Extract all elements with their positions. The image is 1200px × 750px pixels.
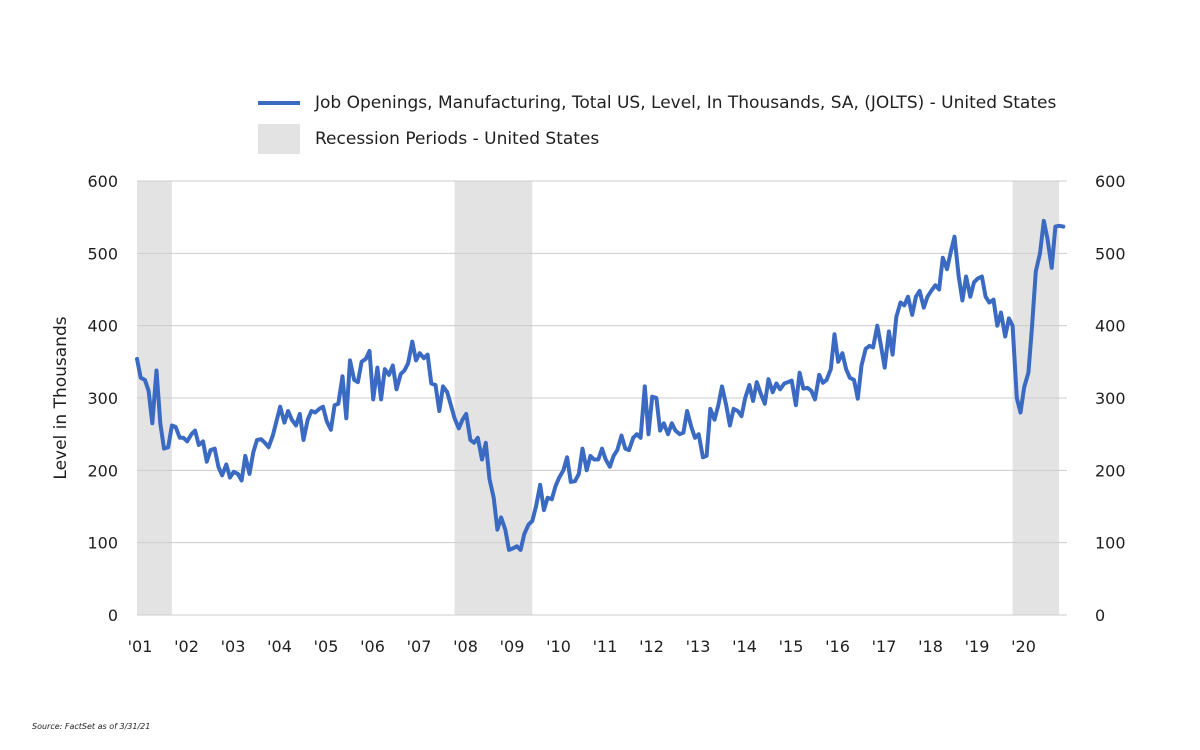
- y-tick-left-400: 400: [87, 317, 118, 336]
- x-tick-10: '11: [593, 637, 618, 656]
- x-tick-7: '08: [453, 637, 478, 656]
- y-axis-right: 0 100 200 300 400 500 600: [1095, 172, 1126, 625]
- legend-series-label: Job Openings, Manufacturing, Total US, L…: [315, 93, 1057, 113]
- x-tick-8: '09: [500, 637, 525, 656]
- x-tick-1: '02: [174, 637, 199, 656]
- legend: Job Openings, Manufacturing, Total US, L…: [258, 88, 1056, 160]
- gridlines: [137, 180, 1067, 616]
- y-tick-right-300: 300: [1095, 389, 1126, 408]
- legend-recession-swatch: [258, 124, 300, 154]
- x-tick-19: '20: [1011, 637, 1036, 656]
- x-tick-13: '14: [732, 637, 757, 656]
- x-tick-17: '18: [918, 637, 943, 656]
- x-tick-11: '12: [639, 637, 664, 656]
- x-tick-0: '01: [128, 637, 153, 656]
- y-tick-right-0: 0: [1095, 606, 1105, 625]
- x-tick-14: '15: [779, 637, 804, 656]
- y-tick-left-0: 0: [108, 606, 118, 625]
- legend-item-series: Job Openings, Manufacturing, Total US, L…: [258, 88, 1056, 118]
- x-tick-15: '16: [825, 637, 850, 656]
- y-tick-right-200: 200: [1095, 461, 1126, 480]
- x-tick-5: '06: [360, 637, 385, 656]
- source-note: Source: FactSet as of 3/31/21: [32, 722, 151, 731]
- y-axis-title: Level in Thousands: [51, 316, 71, 479]
- x-axis: '01 '02 '03 '04 '05 '06 '07 '08 '09 '10 '11 '12 '13 '…: [128, 637, 1036, 656]
- y-tick-left-600: 600: [87, 172, 118, 191]
- legend-item-recession: Recession Periods - United States: [258, 124, 1056, 154]
- x-tick-2: '03: [221, 637, 246, 656]
- y-tick-left-200: 200: [87, 461, 118, 480]
- x-tick-18: '19: [965, 637, 990, 656]
- y-tick-left-300: 300: [87, 389, 118, 408]
- y-tick-right-600: 600: [1095, 172, 1126, 191]
- series-line-job-openings: [135, 218, 1066, 552]
- y-tick-right-500: 500: [1095, 244, 1126, 263]
- y-tick-left-100: 100: [87, 534, 118, 553]
- x-tick-6: '07: [407, 637, 432, 656]
- x-tick-9: '10: [546, 637, 571, 656]
- y-tick-right-100: 100: [1095, 534, 1126, 553]
- y-axis-left: 0 100 200 300 400 500 600: [87, 172, 118, 625]
- y-tick-left-500: 500: [87, 244, 118, 263]
- x-tick-4: '05: [314, 637, 339, 656]
- x-tick-12: '13: [686, 637, 711, 656]
- y-tick-right-400: 400: [1095, 317, 1126, 336]
- legend-line-swatch: [258, 101, 300, 105]
- x-tick-16: '17: [872, 637, 897, 656]
- legend-recession-label: Recession Periods - United States: [315, 129, 600, 149]
- x-tick-3: '04: [267, 637, 292, 656]
